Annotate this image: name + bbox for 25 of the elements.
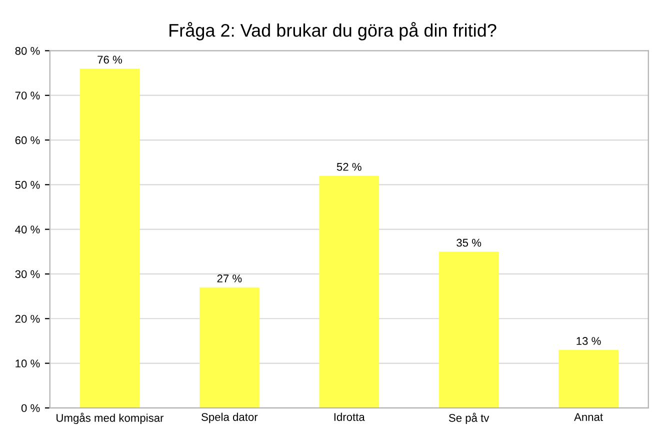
chart-title: Fråga 2: Vad brukar du göra på din fritid? <box>170 22 496 40</box>
data-label: 13 % <box>576 337 601 345</box>
y-tick-label: 10 % <box>16 360 40 368</box>
bar <box>200 287 260 408</box>
x-tick-label: Idrotta <box>334 412 365 421</box>
data-label: 27 % <box>217 274 242 282</box>
x-tick-label: Spela dator <box>202 412 258 424</box>
bar <box>80 68 140 408</box>
x-tick-label: Umgås med kompisar <box>56 412 164 424</box>
y-tick-label: 40 % <box>15 226 40 234</box>
y-tick-label: 50 % <box>15 180 40 189</box>
y-tick-label: 0 % <box>21 404 40 412</box>
x-tick-label: Se på tv <box>448 412 490 424</box>
data-label: 52 % <box>336 162 362 171</box>
y-tick-label: 70 % <box>15 92 40 100</box>
y-tick-label: 60 % <box>15 136 40 144</box>
data-label: 76 % <box>98 56 122 64</box>
bar <box>319 176 380 408</box>
y-tick-label: 20 % <box>15 314 40 323</box>
y-tick-label: 80 % <box>15 46 40 55</box>
data-label: 35 % <box>456 238 482 247</box>
bar <box>438 252 499 408</box>
bar <box>558 350 618 408</box>
x-tick-label: Annat <box>574 413 603 421</box>
y-tick-label: 30 % <box>15 270 40 278</box>
